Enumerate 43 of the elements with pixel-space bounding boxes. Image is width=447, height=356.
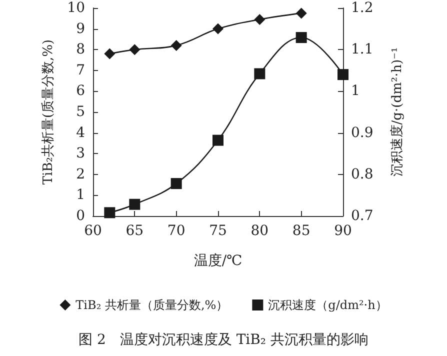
point [212, 23, 224, 34]
point [129, 198, 140, 210]
y2-tick-label: 1.2 [351, 0, 374, 16]
y2-tick-label: 1.1 [351, 42, 374, 58]
y2-tick-label: 0.7 [351, 208, 374, 224]
y-tick-label: 4 [76, 124, 86, 141]
y-tick-label: 1 [76, 187, 85, 204]
x-tick-label: 60 [84, 223, 102, 239]
x-axis-title: 温度/℃ [194, 253, 242, 269]
legend-label: 沉积速度（g/dm²·h） [268, 298, 388, 312]
text: 图 2 温度对沉积速度及 TiB₂ 共沉积量的影响 [78, 332, 368, 348]
point [212, 134, 224, 146]
x-tick-label: 70 [167, 223, 186, 239]
y-tick-label: 5 [76, 104, 85, 120]
point [254, 68, 266, 80]
y-tick-label: 6 [76, 83, 86, 100]
y-tick-label: 10 [67, 0, 85, 16]
point [338, 69, 348, 80]
y-tick-label: 0 [76, 208, 85, 224]
legend-label: TiB₂ 共析量（质量分数,%） [76, 298, 228, 312]
point [129, 44, 140, 56]
y-tick-label: 8 [76, 42, 85, 58]
y2-axis-title: 沉积速度/g·(dm²·h)⁻¹ [389, 47, 405, 177]
point [104, 207, 116, 218]
y-tick-label: 3 [76, 146, 85, 162]
point [296, 32, 307, 44]
y-axis-title: TiB₂共析量(质量分数,%) [41, 39, 56, 185]
point [170, 40, 182, 51]
y2-tick-label: 0.8 [351, 166, 374, 182]
point [170, 178, 182, 190]
x-tick-label: 65 [126, 223, 144, 239]
y2-tick-label: 0.9 [351, 124, 374, 141]
x-tick-label: 75 [209, 223, 227, 239]
y-tick-label: 2 [76, 166, 85, 182]
y-tick-label: 7 [76, 62, 85, 78]
x-tick-label: 90 [334, 223, 352, 239]
y2-tick-label: 1 [351, 83, 360, 100]
point [104, 48, 116, 60]
point [296, 8, 307, 19]
x-tick-label: 85 [292, 223, 310, 239]
y-tick-label: 9 [76, 20, 85, 37]
x-tick-label: 80 [250, 223, 269, 239]
point [254, 14, 266, 25]
